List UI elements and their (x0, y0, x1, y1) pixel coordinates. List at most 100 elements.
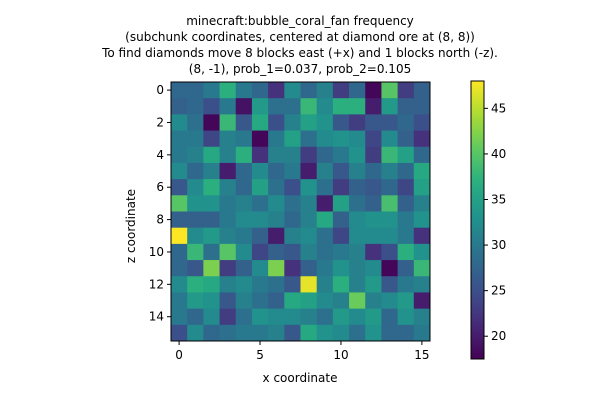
heatmap-cell (284, 130, 301, 148)
heatmap-cell (349, 195, 366, 212)
heatmap-cell (171, 308, 188, 326)
heatmap-cell (316, 146, 334, 164)
heatmap-cells (171, 82, 431, 342)
heatmap-cell (413, 82, 431, 99)
heatmap-cell (284, 276, 301, 293)
x-tick-label: 0 (175, 348, 183, 362)
heatmap-cell (316, 82, 334, 99)
heatmap-cell (332, 98, 350, 115)
heatmap-cell (316, 211, 334, 229)
heatmap-cell (332, 211, 350, 229)
y-tick-label: 2 (156, 115, 164, 129)
heatmap-cell (300, 324, 318, 342)
heatmap-cell (413, 98, 431, 115)
heatmap-cell (235, 162, 253, 180)
heatmap-cell (332, 162, 350, 180)
heatmap-cell (203, 211, 220, 229)
x-tick-label: 10 (333, 348, 348, 362)
heatmap-cell (251, 179, 269, 196)
heatmap-cell (203, 98, 220, 115)
heatmap-cell (235, 114, 253, 131)
heatmap-cell (316, 308, 334, 326)
heatmap-cell (300, 276, 318, 293)
heatmap-cell (187, 98, 204, 115)
heatmap-cell (300, 260, 318, 277)
heatmap-cell (397, 211, 415, 229)
heatmap-cell (235, 260, 253, 277)
heatmap-cell (381, 162, 399, 180)
title-line-1: minecraft:bubble_coral_fan frequency (186, 14, 414, 28)
heatmap-cell (316, 227, 334, 245)
heatmap-cell (397, 260, 415, 277)
heatmap-cell (300, 308, 318, 326)
heatmap-cell (203, 308, 220, 326)
heatmap-cell (365, 179, 382, 196)
heatmap-cell (219, 292, 237, 310)
heatmap-cell (381, 195, 399, 212)
heatmap-cell (187, 243, 204, 261)
heatmap-cell (219, 98, 237, 115)
heatmap-cell (235, 308, 253, 326)
heatmap-cell (284, 195, 301, 212)
heatmap-cell (268, 292, 285, 310)
heatmap-cell (251, 162, 269, 180)
heatmap-cell (332, 308, 350, 326)
heatmap-cell (219, 146, 237, 164)
heatmap-cell (268, 130, 285, 148)
heatmap-cell (219, 243, 237, 261)
heatmap-cell (171, 324, 188, 342)
heatmap-cell (332, 146, 350, 164)
heatmap-cell (187, 260, 204, 277)
heatmap-cell (413, 260, 431, 277)
heatmap-cell (300, 227, 318, 245)
heatmap-cell (219, 82, 237, 99)
y-tick-label: 10 (149, 245, 164, 259)
heatmap-cell (187, 162, 204, 180)
heatmap-cell (381, 276, 399, 293)
heatmap-cell (171, 162, 188, 180)
heatmap-cell (316, 179, 334, 196)
heatmap-cell (349, 179, 366, 196)
heatmap-cell (187, 179, 204, 196)
heatmap-cell (203, 130, 220, 148)
x-axis-label: x coordinate (263, 371, 338, 385)
heatmap-cell (171, 211, 188, 229)
title-line-4: (8, -1), prob_1=0.037, prob_2=0.105 (189, 62, 411, 76)
heatmap-cell (203, 292, 220, 310)
heatmap-cell (268, 276, 285, 293)
heatmap-cell (284, 243, 301, 261)
heatmap-cell (413, 114, 431, 131)
heatmap-cell (413, 308, 431, 326)
heatmap-cell (251, 227, 269, 245)
heatmap-cell (300, 243, 318, 261)
heatmap-cell (349, 98, 366, 115)
colorbar-tick-label: 25 (491, 284, 506, 298)
heatmap-cell (349, 130, 366, 148)
heatmap-cell (219, 324, 237, 342)
heatmap-cell (365, 98, 382, 115)
heatmap-cell (365, 324, 382, 342)
heatmap-cell (284, 308, 301, 326)
heatmap-cell (413, 162, 431, 180)
heatmap-cell (349, 324, 366, 342)
heatmap-cell (365, 276, 382, 293)
heatmap-cell (349, 260, 366, 277)
heatmap-cell (413, 130, 431, 148)
heatmap-cell (187, 292, 204, 310)
heatmap-cell (332, 227, 350, 245)
heatmap-cell (268, 260, 285, 277)
heatmap-cell (397, 195, 415, 212)
heatmap-cell (332, 130, 350, 148)
heatmap-cell (235, 324, 253, 342)
heatmap-cell (187, 82, 204, 99)
heatmap-cell (251, 114, 269, 131)
heatmap-cell (332, 276, 350, 293)
heatmap-cell (251, 260, 269, 277)
title-line-3: To find diamonds move 8 blocks east (+x)… (101, 46, 498, 60)
y-tick-label: 8 (156, 213, 164, 227)
heatmap-cell (251, 195, 269, 212)
heatmap-cell (332, 324, 350, 342)
y-tick-label: 14 (149, 310, 164, 324)
heatmap-cell (284, 179, 301, 196)
